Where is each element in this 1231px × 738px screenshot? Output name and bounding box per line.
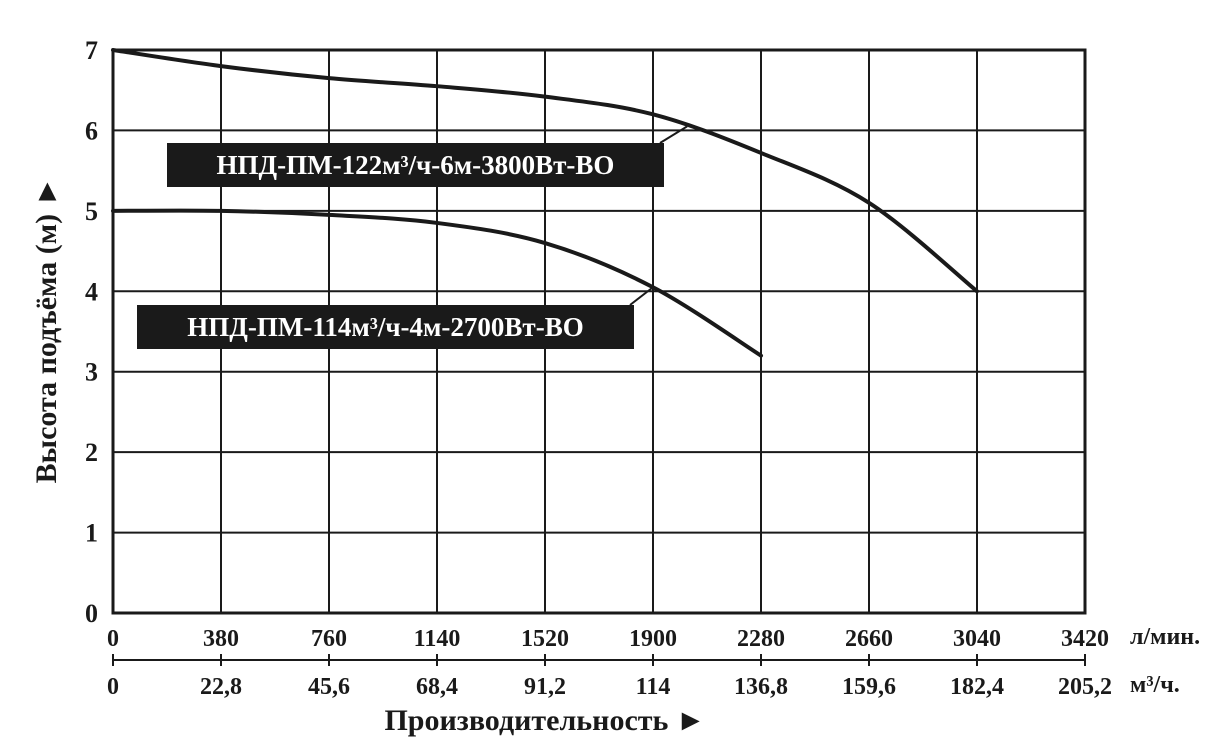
x2-tick-label: 22,8 [200, 674, 242, 700]
x-tick-label: 3040 [953, 626, 1001, 652]
x-tick-labels: 0 380 760 1140 1520 1900 2280 2660 3040 3420 [107, 626, 1109, 652]
series-label-leader [629, 286, 654, 306]
y-tick-label: 1 [85, 519, 98, 548]
y-tick-label: 0 [85, 599, 98, 628]
x-tick-label: 760 [311, 626, 347, 652]
y-tick-label: 5 [85, 197, 98, 226]
secondary-x-axis: 0 22,8 45,6 68,4 91,2 114 136,8 159,6 182,4 205,2 [107, 654, 1112, 700]
y-tick-label: 4 [85, 277, 98, 306]
series-line-1 [111, 48, 979, 294]
x-axis-title: Производительность ► [384, 704, 705, 737]
y-axis-title: Высота подъёма (м) ► [30, 177, 63, 484]
x-tick-label: 2280 [737, 626, 785, 652]
x-unit-label: л/мин. [1130, 624, 1200, 650]
x2-tick-label: 45,6 [308, 674, 350, 700]
x2-tick-label: 205,2 [1058, 674, 1112, 700]
x-tick-label: 1140 [414, 626, 461, 652]
x-tick-label: 1520 [521, 626, 569, 652]
x-tick-label: 380 [203, 626, 239, 652]
series-label-2: НПД-ПМ-114м³/ч-4м-2700Вт-ВО [187, 312, 583, 342]
x2-tick-label: 0 [107, 674, 119, 700]
x2-tick-label: 159,6 [842, 674, 896, 700]
x-tick-label: 3420 [1061, 626, 1109, 652]
x2-tick-label: 182,4 [950, 674, 1004, 700]
series-line-2 [111, 208, 763, 358]
x2-unit-label: м³/ч. [1130, 672, 1180, 698]
y-tick-label: 3 [85, 358, 98, 387]
plot-frame [111, 48, 1087, 615]
chart-series [111, 48, 979, 358]
y-tick-labels: 0 1 2 3 4 5 6 7 [85, 36, 98, 628]
series-labels: НПД-ПМ-122м³/ч-6м-3800Вт-ВО НПД-ПМ-114м³/… [137, 125, 688, 349]
series-label-box [137, 305, 634, 349]
x-tick-label: 0 [107, 626, 119, 652]
series-label-leader [659, 125, 688, 144]
x2-tick-label: 68,4 [416, 674, 458, 700]
series-label-1: НПД-ПМ-122м³/ч-6м-3800Вт-ВО [217, 150, 615, 180]
x2-tick-label: 114 [636, 674, 671, 700]
y-tick-label: 2 [85, 438, 98, 467]
x-tick-label: 1900 [629, 626, 677, 652]
x2-tick-label: 136,8 [734, 674, 788, 700]
series-label-box [167, 143, 664, 187]
y-tick-label: 7 [85, 36, 98, 65]
y-tick-label: 6 [85, 116, 98, 145]
x-tick-label: 2660 [845, 626, 893, 652]
x2-tick-label: 91,2 [524, 674, 566, 700]
